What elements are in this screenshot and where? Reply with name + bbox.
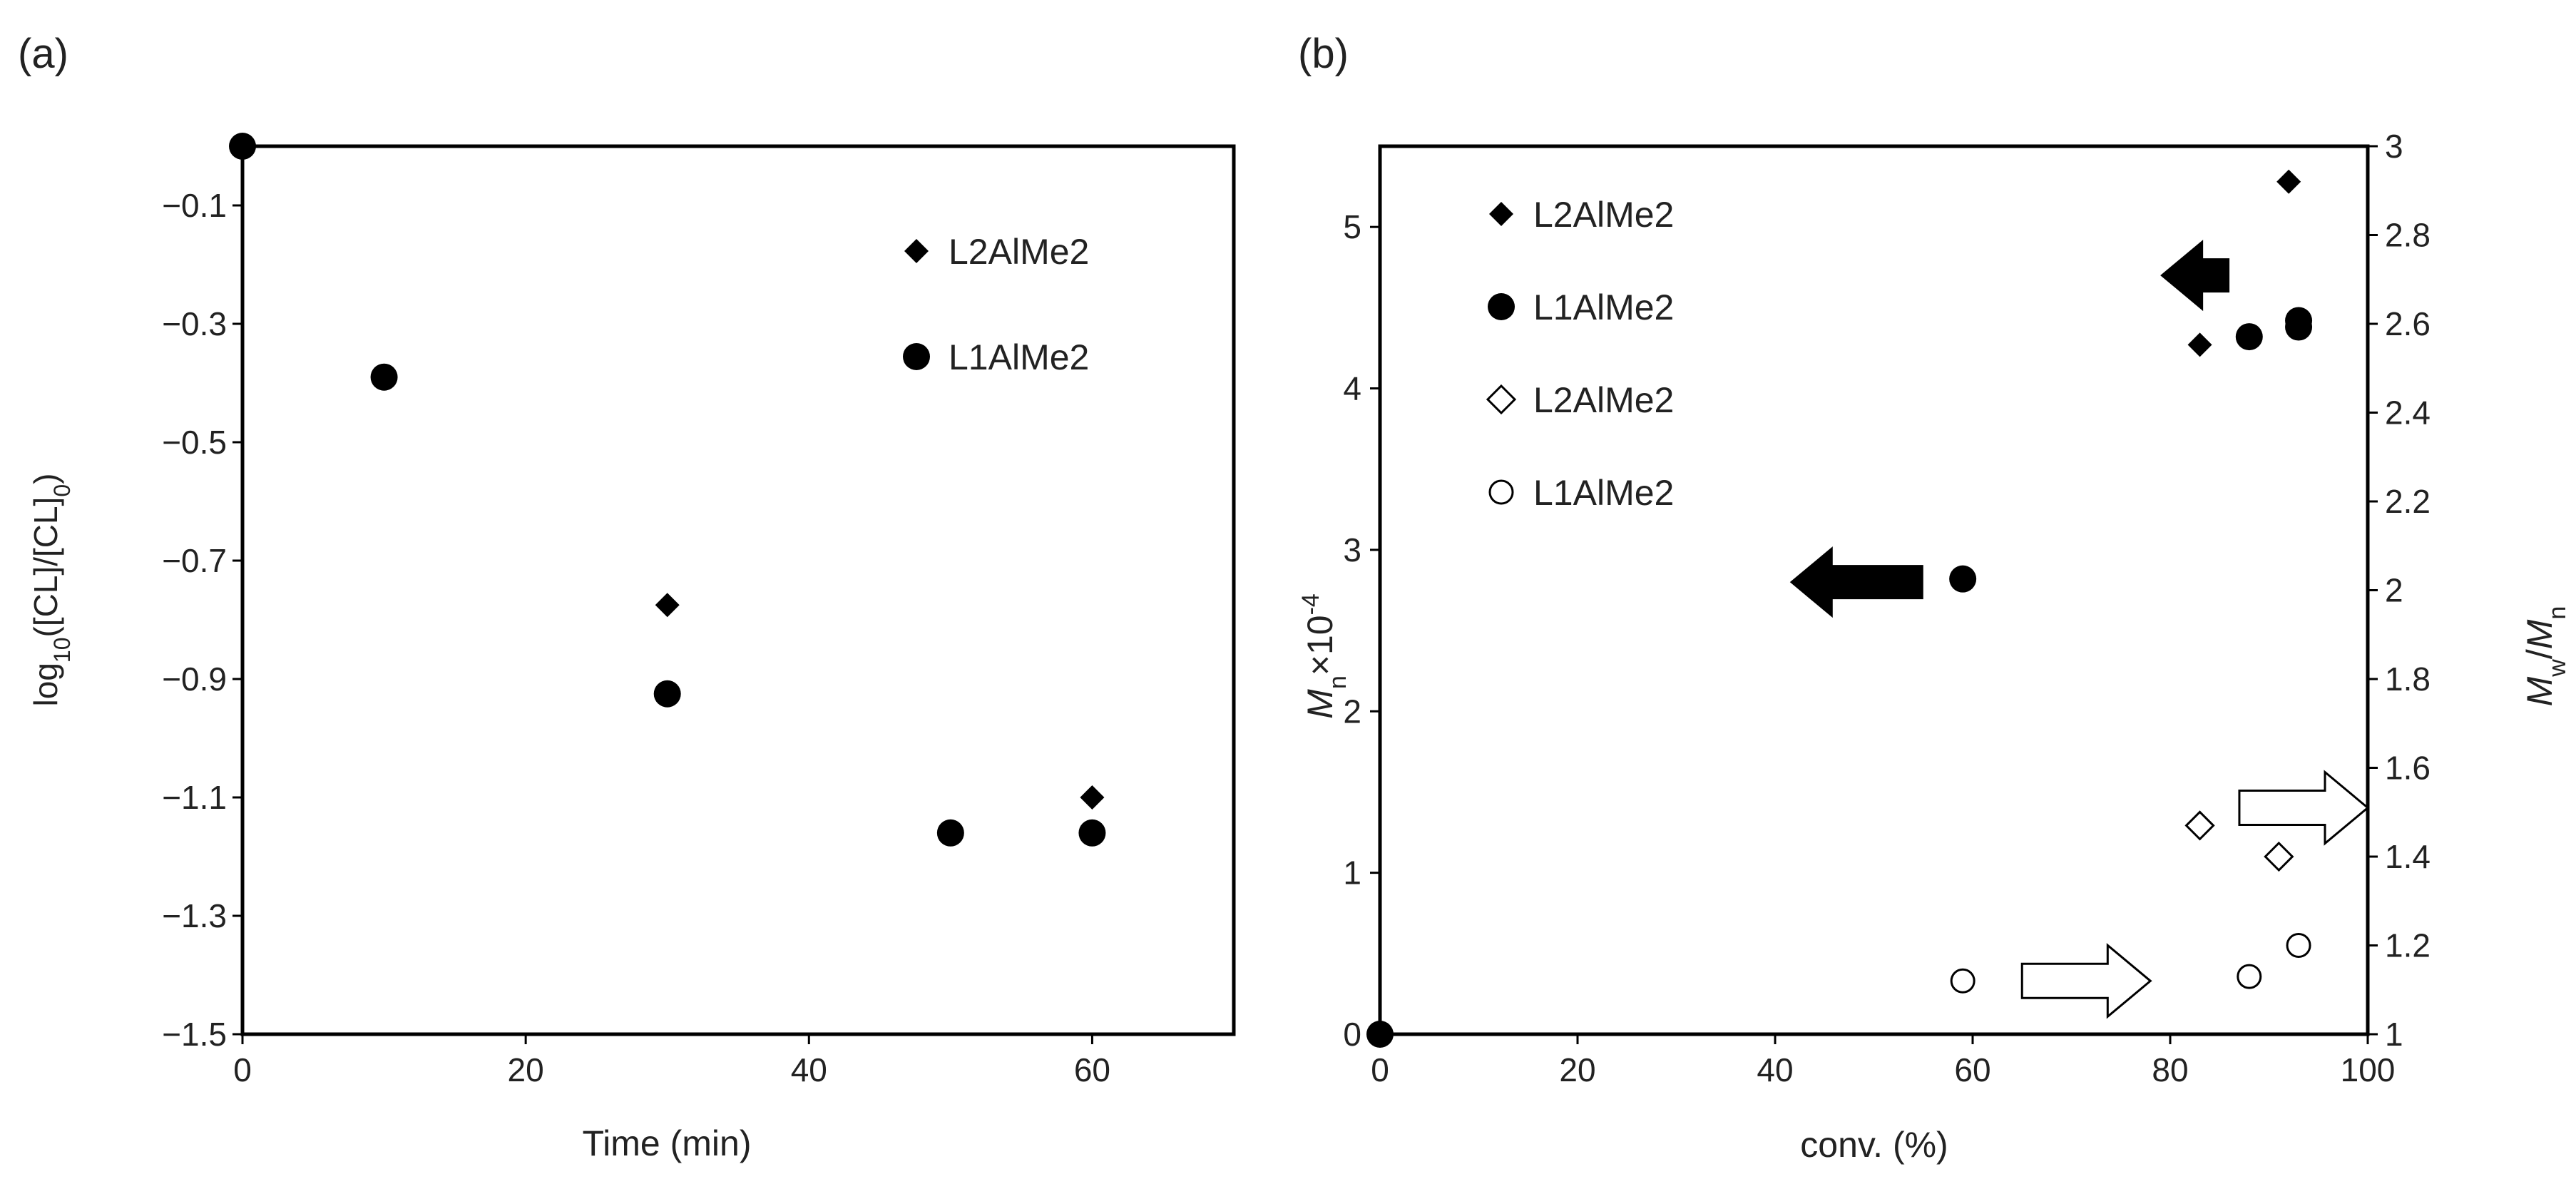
x-tick-label-b: 100 [2341,1051,2396,1088]
legend-marker-a [903,343,930,370]
y2-tick-label-b: 1 [2385,1016,2403,1053]
legend-label-b: L2AlMe2 [1533,195,1674,235]
y-tick-label-b: 0 [1343,1016,1361,1053]
legend-marker-b [1489,202,1513,226]
y-tick-label-b: 1 [1343,854,1361,892]
data-point-a [655,593,680,618]
legend-marker-b [1488,293,1515,320]
legend-label-a: L1AlMe2 [949,337,1089,377]
panel-b-label: (b) [1298,31,1349,77]
y2-tick-label-b: 2.4 [2385,394,2431,432]
x-tick-label-b: 0 [1371,1051,1389,1088]
data-point-b [2264,841,2294,872]
data-point-b [2237,964,2262,989]
y-tick-label-a: −0.9 [162,660,227,698]
chart-panel-b: (b) 0 20 40 60 80 100 0 1 2 3 4 5 1 1.2 1.4 1.6 1.8 2 2.2 2… [1297,31,2571,1165]
arrow-left-icon [1789,546,1923,618]
y-tick-label-a: −1.3 [162,897,227,934]
legend-label-a: L2AlMe2 [949,232,1089,272]
plot-area-b [1378,144,2370,1036]
x-tick-label-b: 60 [1954,1051,1990,1088]
legend-marker-b [1488,479,1514,505]
data-point-a [936,819,964,847]
legend-label-b: L1AlMe2 [1533,473,1674,513]
data-point-a [653,680,681,708]
data-point-b [2184,810,2215,841]
y-tick-label-b: 4 [1343,370,1361,407]
y2-axis-label-b: Mw/Mn [2520,606,2571,707]
y2-tick-label-b: 2 [2385,572,2403,609]
y2-tick-label-b: 1.6 [2385,750,2431,787]
data-point-b [2235,323,2263,351]
y2-tick-label-b: 2.6 [2385,305,2431,342]
data-point-b [2276,169,2301,194]
panel-a-label: (a) [18,31,68,77]
y-axis-label-a: log10([CL]/[CL]0) [27,474,75,707]
data-point-a [1078,819,1106,847]
arrow-right-icon [2238,770,2370,846]
arrow-right-icon [2020,943,2152,1019]
y-tick-label-b: 5 [1343,208,1361,245]
legend-label-b: L2AlMe2 [1533,380,1674,420]
x-tick-label-a: 40 [791,1051,827,1088]
legend-marker-b [1486,384,1517,415]
plot-area-a [240,144,1236,1036]
data-point-b [2285,307,2313,335]
legend-marker-a [904,239,929,263]
y-tick-label-a: −1.5 [162,1016,227,1053]
y-tick-label-a: −0.1 [162,187,227,224]
data-point-a [370,363,398,391]
x-tick-label-b: 40 [1757,1051,1793,1088]
x-axis-label-a: Time (min) [582,1123,751,1163]
y-tick-label-a: −0.3 [162,305,227,342]
y2-tick-label-b: 2.2 [2385,483,2431,520]
arrow-left-icon [2160,240,2230,312]
data-point-b [1949,565,1977,593]
x-tick-label-a: 0 [233,1051,252,1088]
data-point-b [2286,933,2311,958]
legend-label-b: L1AlMe2 [1533,287,1674,327]
chart-panel-a: (a) 0 20 40 60 −0.1 −0.3 −0.5 −0.7 −0.9 −1.1 −1.3 −… [18,31,1236,1163]
y2-tick-label-b: 1.2 [2385,927,2431,964]
y2-tick-label-b: 2.8 [2385,217,2431,254]
y-tick-label-a: −0.7 [162,542,227,579]
data-point-b [1950,968,1976,994]
data-point-b [2187,332,2212,357]
data-point-a [1080,785,1105,810]
x-tick-label-b: 20 [1559,1051,1595,1088]
y-tick-label-a: −0.5 [162,424,227,461]
y-tick-label-b: 3 [1343,531,1361,568]
y2-tick-label-b: 3 [2385,128,2403,165]
y2-tick-label-b: 1.8 [2385,660,2431,698]
x-tick-label-a: 20 [508,1051,544,1088]
y2-tick-label-b: 1.4 [2385,838,2431,875]
y-axis-label-b: Mn×10-4 [1297,593,1351,719]
y-tick-label-b: 2 [1343,693,1361,730]
y-tick-label-a: −1.1 [162,779,227,816]
x-tick-label-b: 80 [2152,1051,2188,1088]
x-tick-label-a: 60 [1074,1051,1110,1088]
x-axis-label-b: conv. (%) [1800,1125,1948,1165]
